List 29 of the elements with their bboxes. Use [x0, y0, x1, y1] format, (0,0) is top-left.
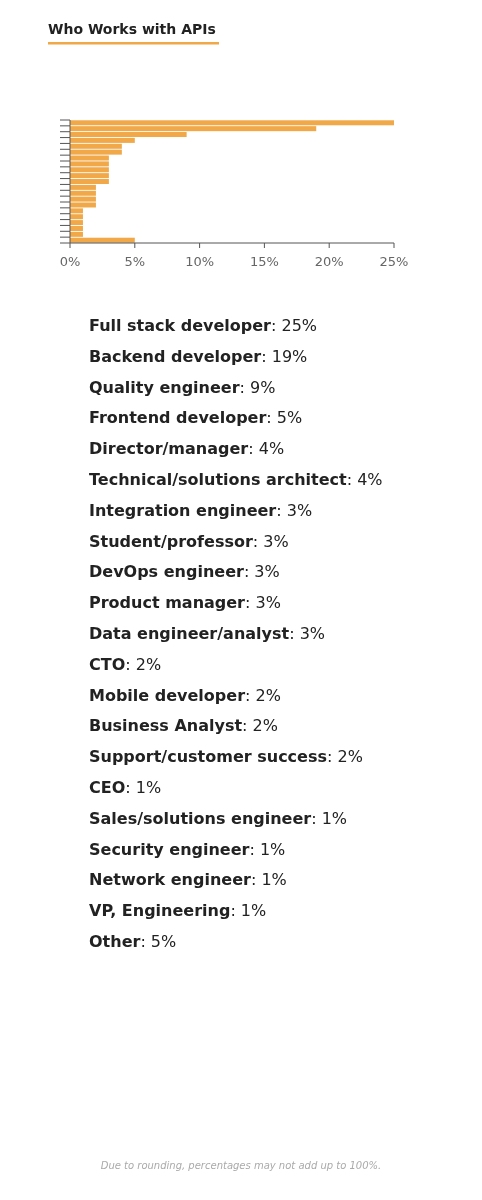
- chart-title: Who Works with APIs: [48, 21, 216, 37]
- text: Technical/solutions architect: 4%: [89, 470, 383, 489]
- x-tick-label: 15%: [249, 254, 279, 269]
- x-tick-label: 10%: [185, 254, 215, 269]
- text: VP, Engineering: 1%: [89, 901, 267, 921]
- x-tick-label: 0%: [59, 254, 81, 269]
- text: Network engineer: 1%: [89, 870, 287, 890]
- text: Business Analyst: 2%: [89, 716, 278, 736]
- text: Mobile developer: 2%: [89, 685, 281, 705]
- text: Student/professor: 3%: [89, 531, 289, 551]
- text: Backend developer: 19%: [89, 346, 308, 366]
- text: Security engineer: 1%: [89, 839, 286, 859]
- text: DevOps engineer: 3%: [89, 562, 280, 582]
- text: Full stack developer: 25%: [89, 316, 318, 335]
- text: Quality engineer: 9%: [89, 377, 276, 397]
- text: Sales/solutions engineer: 1%: [89, 808, 348, 828]
- text: Product manager: 3%: [89, 593, 281, 613]
- text: Frontend developer: 5%: [89, 408, 303, 428]
- x-tick-label: 5%: [124, 254, 146, 269]
- text: Due to rounding, percentages may not add up to 100%.: [100, 1160, 382, 1171]
- text: Support/customer success: 2%: [89, 747, 363, 767]
- text: Other: 5%: [89, 932, 177, 951]
- text: Data engineer/analyst: 3%: [89, 624, 326, 643]
- text: Director/manager: 4%: [89, 439, 285, 459]
- text: CTO: 2%: [89, 654, 162, 674]
- text: CEO: 1%: [89, 778, 162, 797]
- x-tick-label: 20%: [314, 254, 344, 269]
- x-tick-label: 25%: [379, 254, 409, 269]
- text: Integration engineer: 3%: [89, 500, 313, 520]
